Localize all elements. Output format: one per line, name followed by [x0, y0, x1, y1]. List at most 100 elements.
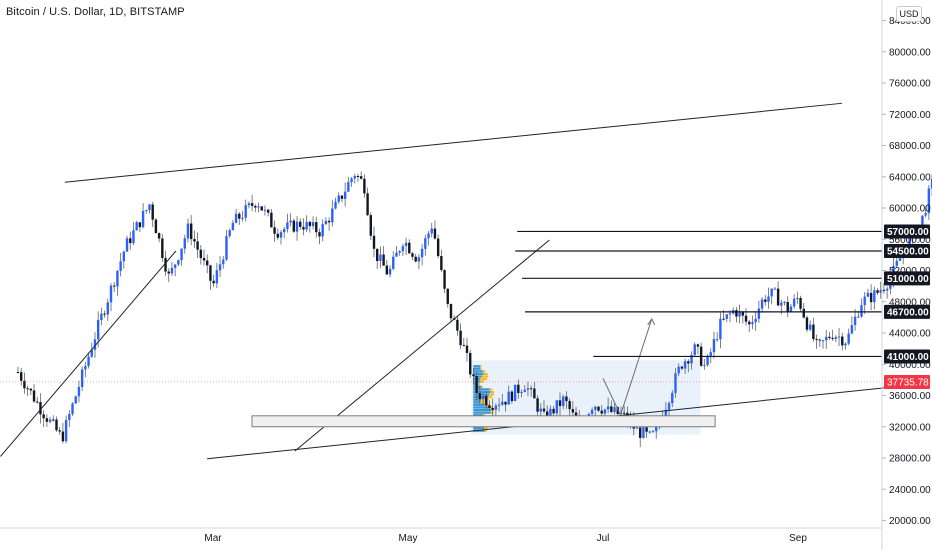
candle-body: [55, 419, 58, 431]
currency-button[interactable]: USD: [896, 6, 922, 22]
candle-body: [276, 233, 279, 238]
candle-body: [895, 260, 898, 266]
candle-body: [459, 330, 462, 346]
demand-zone: [251, 415, 716, 428]
candle-body: [642, 427, 645, 438]
candle-body: [844, 343, 847, 346]
candle-body: [141, 210, 145, 228]
candle-body: [228, 230, 231, 237]
candle-body: [876, 290, 879, 293]
level-badge: [884, 271, 930, 286]
candle-body: [52, 419, 55, 421]
candle-body: [552, 408, 555, 414]
candle-body: [84, 365, 87, 370]
candle-body: [481, 395, 485, 400]
candle-body: [488, 405, 491, 408]
last-price-label: 37735.78: [887, 377, 929, 388]
price-axis[interactable]: 84000.0080000.0076000.0072000.0068000.00…: [881, 0, 931, 550]
candle-body: [719, 318, 722, 340]
candle-body: [122, 251, 126, 262]
candle-body: [154, 219, 158, 234]
candle-body: [199, 249, 203, 259]
candle-body: [783, 301, 786, 303]
candle-body: [401, 246, 405, 252]
candle-body: [664, 409, 668, 418]
candle-body: [238, 213, 241, 219]
candle-body: [376, 248, 379, 261]
candle-body: [247, 203, 251, 206]
candle-body: [760, 299, 764, 309]
candle-body: [776, 288, 780, 306]
candle-body: [173, 264, 177, 268]
price-tick-label: 20000.00: [889, 516, 931, 527]
price-tick-label: 40000.00: [889, 360, 931, 371]
candle-body: [77, 386, 81, 397]
symbol-title[interactable]: Bitcoin / U.S. Dollar, 1D, BITSTAMP: [6, 6, 185, 18]
candle-body: [202, 258, 206, 261]
candle-body: [167, 271, 170, 274]
candle-body: [472, 374, 475, 377]
candle-body: [930, 178, 932, 189]
drawing-layer[interactable]: [0, 102, 894, 460]
time-tick-label: Sep: [789, 533, 807, 544]
candle-body: [337, 195, 340, 202]
candle-body: [805, 317, 809, 330]
candle-body: [683, 361, 687, 369]
candle-body: [206, 260, 209, 266]
candle-body: [395, 252, 398, 257]
profile-bar-up: [473, 372, 484, 376]
time-axis[interactable]: MarMayJulSepNov2022MarMayJul: [0, 527, 932, 544]
candle-body: [494, 405, 498, 410]
time-tick-label: Mar: [204, 533, 222, 544]
last-price-badge: [884, 374, 930, 389]
level-badge-label: 46700.00: [887, 307, 929, 318]
early-support-trendline: [0, 250, 177, 457]
candle-body: [436, 238, 440, 257]
candle-body: [48, 419, 52, 422]
candle-body: [311, 222, 315, 227]
candle-body: [616, 407, 619, 415]
candle-body: [485, 395, 488, 406]
candle-body: [635, 427, 639, 429]
candle-body: [414, 256, 417, 262]
price-tick-label: 44000.00: [889, 329, 931, 340]
upper-trendline: [64, 102, 842, 183]
price-tick-label: 32000.00: [889, 422, 931, 433]
candle-body: [270, 212, 273, 228]
candle-body: [68, 414, 71, 420]
candle-body: [812, 324, 815, 340]
level-badge-label: 41000.00: [887, 352, 929, 363]
candle-body: [671, 392, 674, 404]
profile-bar-total: [473, 377, 488, 381]
candle-body: [754, 318, 757, 323]
candle-body: [64, 419, 68, 442]
candle-body: [132, 230, 135, 244]
candle-body: [87, 356, 90, 366]
candle-body: [327, 220, 331, 223]
candle-body: [898, 258, 902, 261]
candle-body: [295, 221, 299, 232]
candle-body: [725, 314, 728, 319]
candle-body: [347, 182, 350, 192]
candle-body: [279, 232, 283, 238]
candle-body: [857, 316, 860, 318]
candle-body: [263, 209, 267, 211]
candle-body: [392, 256, 395, 269]
candle-body: [722, 318, 725, 320]
candle-body: [456, 319, 459, 331]
price-tick-label: 68000.00: [889, 141, 931, 152]
candle-body: [507, 391, 510, 405]
candle-body: [565, 396, 568, 402]
candle-body: [841, 336, 844, 346]
candle-body: [475, 376, 478, 394]
candle-body: [927, 188, 931, 214]
candle-body: [109, 285, 113, 303]
candle-body: [420, 248, 424, 258]
candle-body: [706, 355, 709, 365]
candle-body: [469, 352, 472, 375]
candle-body: [866, 292, 870, 297]
projection-path: [602, 318, 653, 417]
candle-body: [29, 388, 33, 391]
profile-bar-up: [473, 401, 481, 404]
